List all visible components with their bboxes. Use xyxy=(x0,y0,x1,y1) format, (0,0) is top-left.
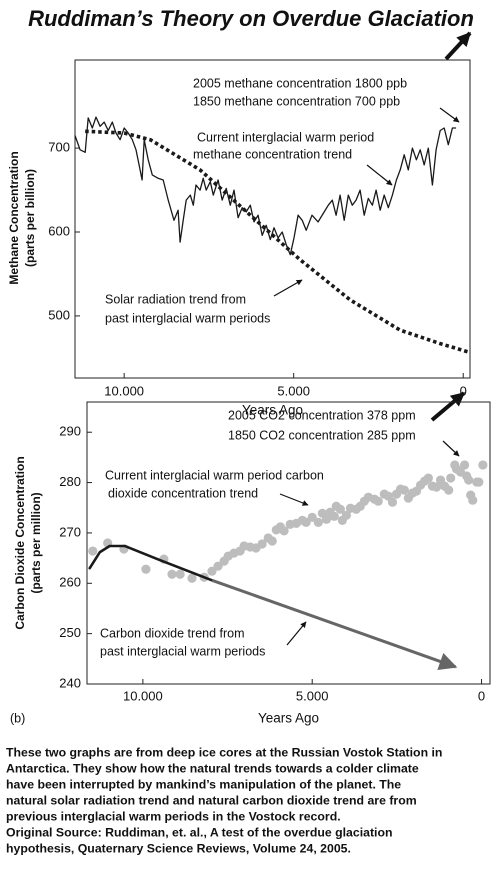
pointer-arrow xyxy=(439,107,460,123)
data-point xyxy=(468,495,478,505)
caption-line: These two graphs are from deep ice cores… xyxy=(6,745,442,759)
y-axis-title: (parts per billion) xyxy=(23,169,37,267)
trend-arrow xyxy=(211,578,458,670)
data-point xyxy=(341,510,352,520)
y-axis-title: Carbon Dioxide Concentration xyxy=(13,456,27,629)
y-axis-title: Methane Concentration xyxy=(7,151,21,284)
pointer-arrow xyxy=(442,440,460,457)
annotation: Current interglacial warm period xyxy=(197,130,374,144)
data-point xyxy=(279,526,289,536)
trend-line xyxy=(85,129,469,354)
x-tick-label: 5.000 xyxy=(296,688,329,703)
annotation: methane concentration trend xyxy=(193,147,352,161)
data-point xyxy=(175,569,185,579)
data-point xyxy=(373,496,383,506)
data-point xyxy=(267,536,277,546)
data-point xyxy=(431,482,442,492)
x-tick-label: 10.000 xyxy=(104,383,144,398)
y-tick-label: 500 xyxy=(48,307,70,322)
x-tick-label: 0 xyxy=(460,383,467,398)
pointer-arrow xyxy=(279,493,309,506)
y-tick-label: 270 xyxy=(59,524,81,539)
pointer-arrow xyxy=(286,621,307,646)
y-tick-label: 260 xyxy=(59,575,81,590)
caption-line: have been interrupted by mankind’s manip… xyxy=(6,777,401,791)
page-title: Ruddiman’s Theory on Overdue Glaciation xyxy=(28,6,474,31)
annotation: 2005 CO2 concentration 378 ppm xyxy=(228,408,416,422)
data-point xyxy=(446,473,456,483)
data-point xyxy=(478,460,488,470)
x-axis-title: Years Ago xyxy=(258,711,319,726)
data-point xyxy=(301,517,311,527)
arrow xyxy=(430,391,466,422)
plot-frame xyxy=(74,59,471,379)
y-tick-label: 700 xyxy=(48,140,70,155)
data-point xyxy=(187,573,197,583)
pointer-arrow xyxy=(273,279,303,297)
data-point xyxy=(399,485,409,495)
y-tick-label: 290 xyxy=(59,424,81,439)
data-point xyxy=(88,546,98,556)
y-tick-label: 240 xyxy=(59,675,81,690)
data-point xyxy=(329,511,339,521)
caption-line: natural solar radiation trend and natura… xyxy=(6,793,417,807)
annotation: 1850 methane concentration 700 ppb xyxy=(193,94,400,108)
data-point xyxy=(444,485,454,495)
data-point xyxy=(460,460,470,470)
y-tick-label: 600 xyxy=(48,223,70,238)
data-point xyxy=(167,569,177,579)
annotation: Current interglacial warm period carbon xyxy=(105,468,324,482)
caption-line: Original Source: Ruddiman, et. al., A te… xyxy=(6,825,393,839)
x-tick-label: 5.000 xyxy=(277,383,310,398)
data-point xyxy=(213,561,223,571)
x-tick-label: 0 xyxy=(478,688,485,703)
annotation: 2005 methane concentration 1800 ppb xyxy=(193,76,407,90)
arrow xyxy=(444,31,472,61)
caption-line: hypothesis, Quaternary Science Reviews, … xyxy=(6,841,351,855)
caption-line: Antarctica. They show how the natural tr… xyxy=(6,761,419,775)
caption-line: previous interglacial warm periods in th… xyxy=(6,809,341,823)
data-point xyxy=(321,514,332,524)
y-axis-title: (parts per million) xyxy=(29,492,43,593)
data-point xyxy=(387,497,398,507)
x-axis-title: Years Ago xyxy=(242,403,303,418)
data-point xyxy=(257,539,267,549)
annotation: Carbon dioxide trend from xyxy=(100,626,245,640)
data-line xyxy=(74,116,457,256)
data-point xyxy=(313,517,323,527)
annotation: dioxide concentration trend xyxy=(108,486,258,500)
annotation: 1850 CO2 concentration 285 ppm xyxy=(228,428,416,442)
data-line xyxy=(88,544,214,582)
panel-label: (b) xyxy=(10,711,25,725)
plot-frame xyxy=(86,401,491,685)
data-point xyxy=(307,512,317,522)
annotation: Solar radiation trend from xyxy=(105,292,246,306)
data-point xyxy=(423,473,433,483)
annotation: past interglacial warm periods xyxy=(105,311,270,325)
y-tick-label: 250 xyxy=(59,625,81,640)
data-point xyxy=(141,564,151,574)
pointer-arrow xyxy=(366,164,393,186)
data-point xyxy=(464,475,474,485)
data-point xyxy=(207,566,217,576)
data-point xyxy=(335,504,345,514)
data-point xyxy=(474,477,484,487)
y-tick-label: 280 xyxy=(59,474,81,489)
x-tick-label: 10.000 xyxy=(123,688,163,703)
annotation: past interglacial warm periods xyxy=(100,644,265,658)
